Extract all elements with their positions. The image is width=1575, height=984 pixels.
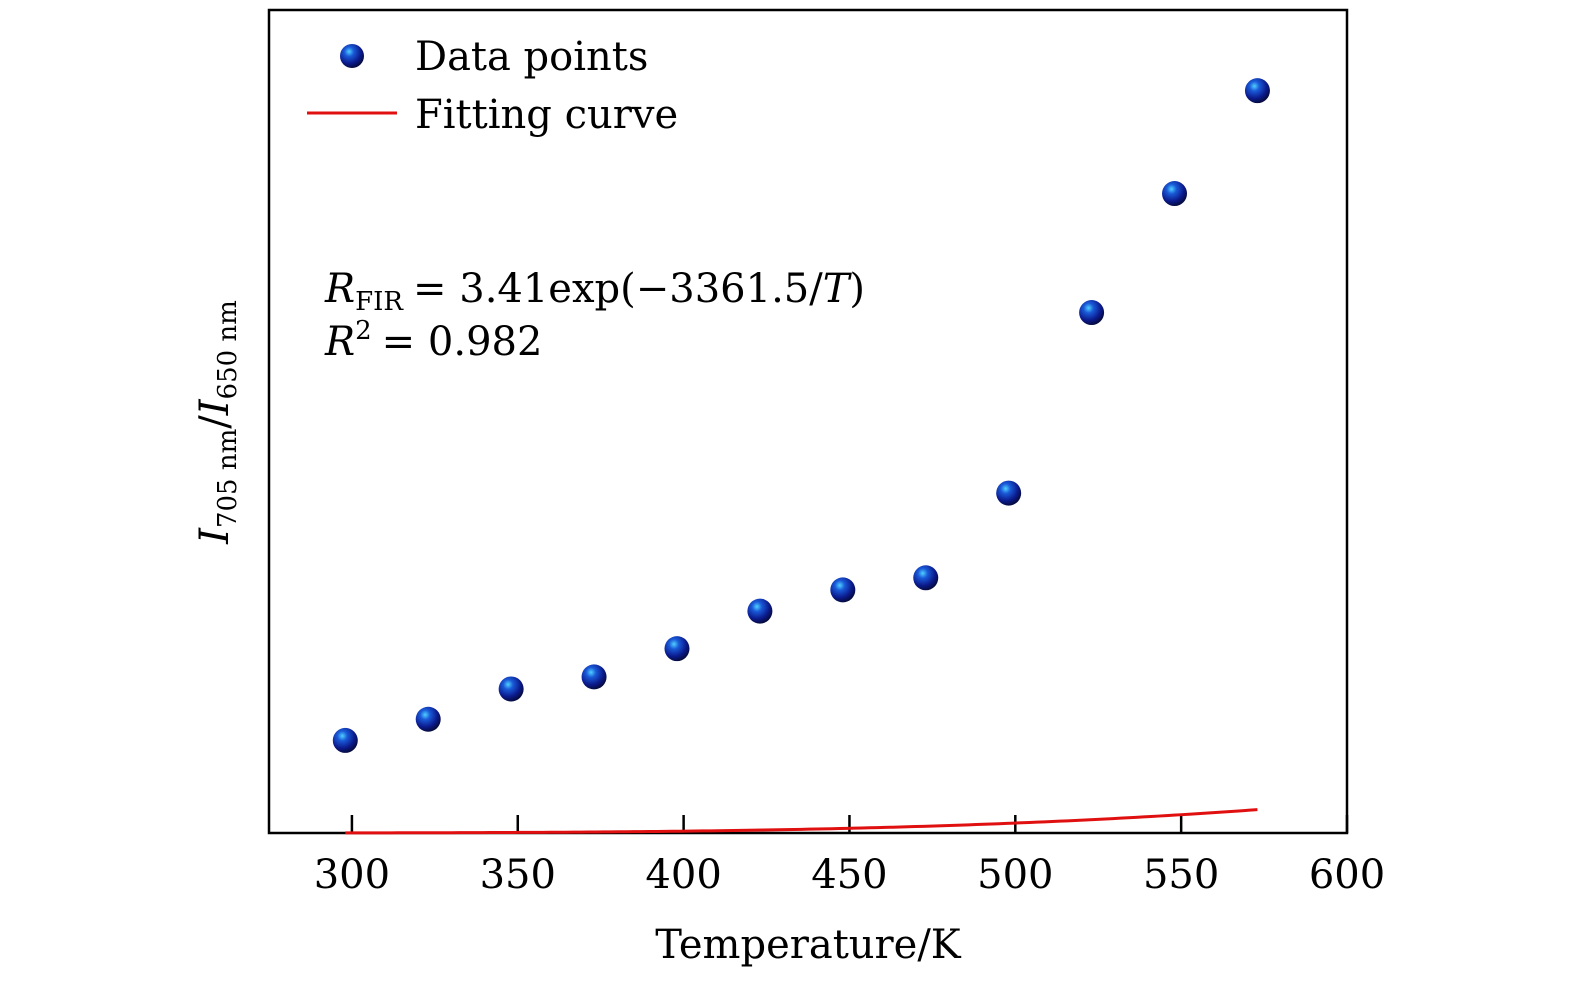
- x-axis-label: Temperature/K: [655, 922, 962, 968]
- data-point: [332, 727, 358, 753]
- x-tick-label: 350: [480, 852, 556, 898]
- x-tick-label: 300: [314, 852, 390, 898]
- r-squared: R2 = 0.982: [324, 316, 542, 365]
- r2-rhs: = 0.982: [382, 319, 543, 365]
- data-points: [332, 78, 1270, 753]
- fitting-curve: [345, 808, 1258, 835]
- x-tick-label: 550: [1143, 852, 1219, 898]
- data-point: [415, 706, 441, 732]
- eq-lhs-main: R: [324, 266, 355, 312]
- data-point: [581, 664, 607, 690]
- data-point: [664, 636, 690, 662]
- legend-curve-label: Fitting curve: [415, 92, 678, 138]
- r2-sup: 2: [355, 316, 372, 346]
- eq-lhs-sub: FIR: [355, 287, 404, 317]
- data-point: [1079, 300, 1105, 326]
- fit-equation: RFIR = 3.41exp(−3361.5/T): [324, 266, 865, 317]
- x-tick-label: 600: [1309, 852, 1385, 898]
- ylabel-i1: I: [192, 527, 238, 545]
- x-tick-label: 400: [645, 852, 721, 898]
- data-point: [1244, 78, 1270, 104]
- legend: Data points Fitting curve: [307, 34, 678, 138]
- eq-rhs: = 3.41exp(−3361.5/: [413, 266, 823, 312]
- legend-point-marker: [340, 44, 364, 68]
- x-tick-label: 450: [811, 852, 887, 898]
- data-point: [1162, 181, 1188, 207]
- legend-points-label: Data points: [415, 34, 648, 80]
- data-point: [996, 480, 1022, 506]
- x-tick-label: 500: [977, 852, 1053, 898]
- data-point: [913, 565, 939, 591]
- data-point: [830, 577, 856, 603]
- data-point: [498, 676, 524, 702]
- eq-close: ): [849, 266, 865, 312]
- y-axis-label: I705 nm/I650 nm: [192, 300, 243, 545]
- plot-frame: [267, 8, 1349, 835]
- r2-main: R: [324, 319, 355, 365]
- ylabel-sub2: 650 nm: [213, 300, 243, 399]
- ylabel-slash: /: [192, 415, 238, 429]
- svg-text:I705 nm/I650 nm: I705 nm/I650 nm: [192, 300, 243, 545]
- ylabel-sub1: 705 nm: [213, 429, 243, 528]
- data-point: [747, 598, 773, 624]
- x-axis-ticks: 300 350 400 450 500 550 600: [314, 815, 1385, 898]
- eq-t: T: [823, 266, 853, 312]
- ylabel-i2: I: [192, 398, 238, 416]
